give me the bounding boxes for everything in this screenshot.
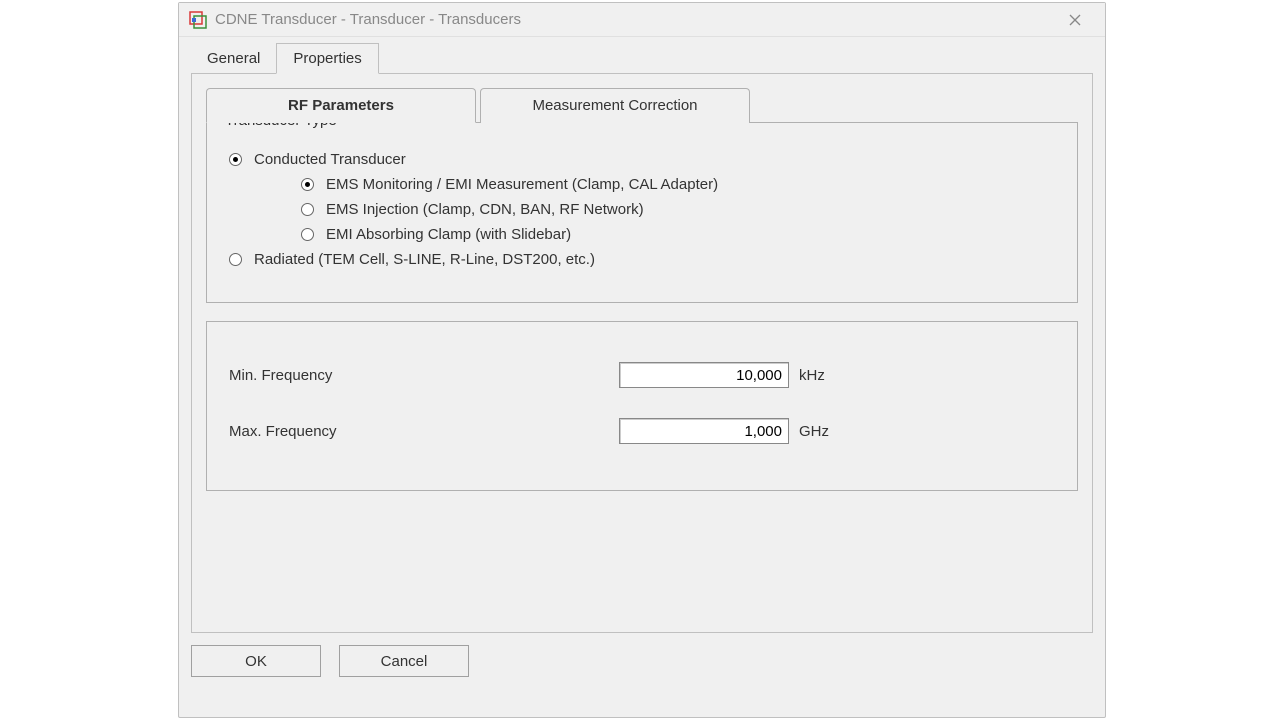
radio-ems-monitoring[interactable]: EMS Monitoring / EMI Measurement (Clamp,… bbox=[301, 176, 1055, 193]
radio-emi-absorbing[interactable]: EMI Absorbing Clamp (with Slidebar) bbox=[301, 226, 1055, 243]
tab-properties-label: Properties bbox=[293, 50, 361, 67]
frequency-fieldset: Min. Frequency kHz Max. Frequency GHz bbox=[206, 321, 1078, 491]
radio-icon[interactable] bbox=[301, 178, 314, 191]
radio-icon[interactable] bbox=[301, 228, 314, 241]
radio-icon[interactable] bbox=[301, 203, 314, 216]
tab-general-label: General bbox=[207, 50, 260, 67]
radio-label: Radiated (TEM Cell, S-LINE, R-Line, DST2… bbox=[254, 251, 595, 268]
app-icon bbox=[189, 11, 207, 29]
properties-panel: RF Parameters Measurement Correction Tra… bbox=[191, 73, 1093, 633]
max-frequency-input[interactable] bbox=[619, 418, 789, 444]
min-frequency-unit: kHz bbox=[799, 367, 825, 384]
radio-ems-injection[interactable]: EMS Injection (Clamp, CDN, BAN, RF Netwo… bbox=[301, 201, 1055, 218]
radio-radiated[interactable]: Radiated (TEM Cell, S-LINE, R-Line, DST2… bbox=[229, 251, 1055, 268]
tab-rf-parameters-label: RF Parameters bbox=[288, 97, 394, 114]
inner-tabs: RF Parameters Measurement Correction bbox=[206, 88, 1078, 123]
max-frequency-unit: GHz bbox=[799, 423, 829, 440]
min-frequency-input[interactable] bbox=[619, 362, 789, 388]
tab-measurement-correction-label: Measurement Correction bbox=[532, 97, 697, 114]
dialog-buttons: OK Cancel bbox=[191, 645, 1105, 677]
radio-label: EMS Monitoring / EMI Measurement (Clamp,… bbox=[326, 176, 718, 193]
dialog-window: CDNE Transducer - Transducer - Transduce… bbox=[178, 2, 1106, 718]
ok-button[interactable]: OK bbox=[191, 645, 321, 677]
ok-button-label: OK bbox=[245, 653, 267, 670]
min-frequency-label: Min. Frequency bbox=[229, 367, 619, 384]
max-frequency-label: Max. Frequency bbox=[229, 423, 619, 440]
radio-conducted-transducer[interactable]: Conducted Transducer bbox=[229, 151, 1055, 168]
radio-icon[interactable] bbox=[229, 153, 242, 166]
cancel-button-label: Cancel bbox=[381, 653, 428, 670]
titlebar: CDNE Transducer - Transducer - Transduce… bbox=[179, 3, 1105, 37]
outer-tabs: General Properties bbox=[191, 43, 1093, 73]
max-frequency-row: Max. Frequency GHz bbox=[229, 418, 1055, 444]
close-icon[interactable] bbox=[1055, 6, 1095, 34]
radio-label: EMI Absorbing Clamp (with Slidebar) bbox=[326, 226, 571, 243]
min-frequency-row: Min. Frequency kHz bbox=[229, 362, 1055, 388]
tab-measurement-correction[interactable]: Measurement Correction bbox=[480, 88, 750, 123]
radio-label: Conducted Transducer bbox=[254, 151, 406, 168]
cancel-button[interactable]: Cancel bbox=[339, 645, 469, 677]
transducer-type-fieldset: Transducer Type Conducted Transducer EMS… bbox=[206, 122, 1078, 303]
radio-icon[interactable] bbox=[229, 253, 242, 266]
tab-rf-parameters[interactable]: RF Parameters bbox=[206, 88, 476, 123]
tab-general[interactable]: General bbox=[191, 44, 276, 73]
tab-properties[interactable]: Properties bbox=[276, 43, 378, 74]
radio-label: EMS Injection (Clamp, CDN, BAN, RF Netwo… bbox=[326, 201, 644, 218]
window-title: CDNE Transducer - Transducer - Transduce… bbox=[215, 11, 1055, 28]
